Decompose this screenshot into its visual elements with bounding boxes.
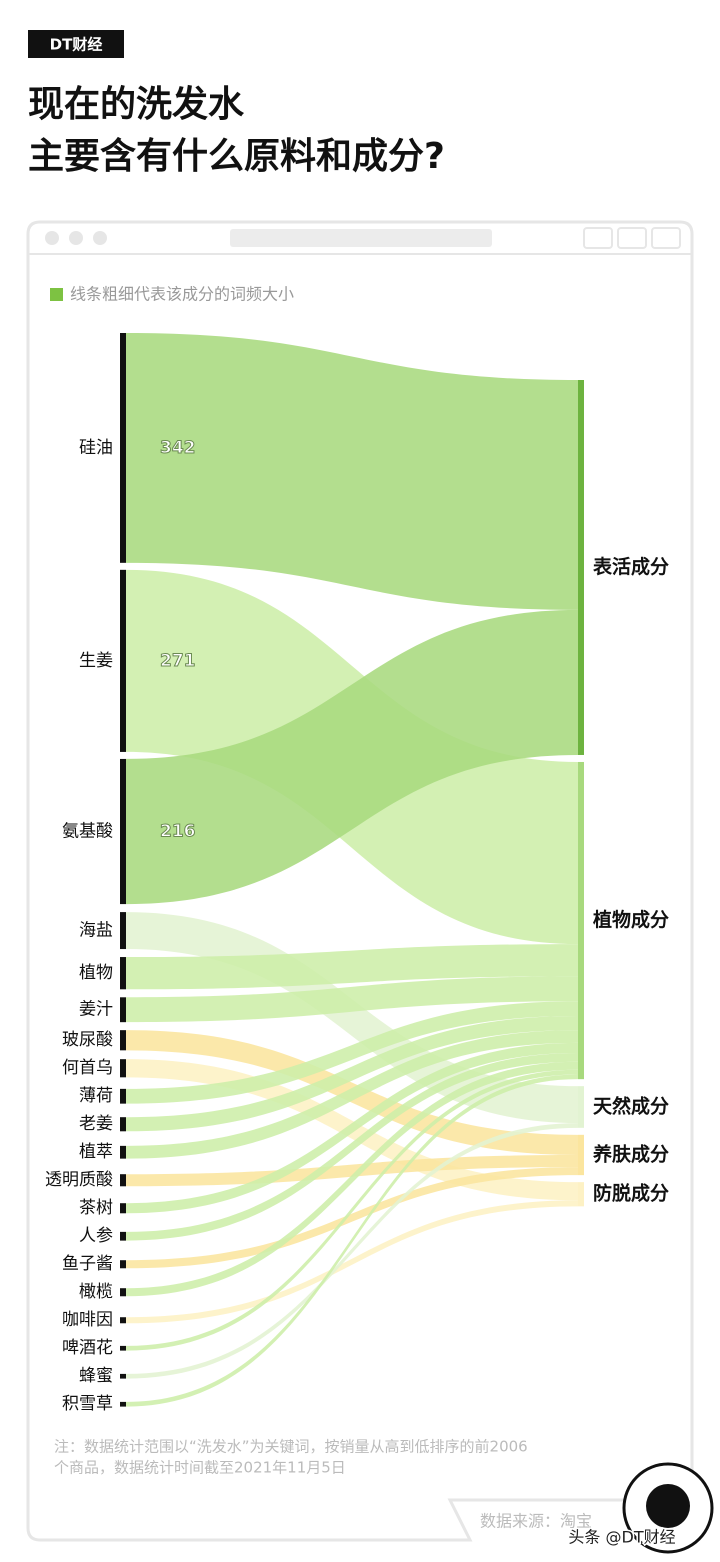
source-bar	[120, 997, 126, 1023]
source-label: 鱼子酱	[62, 1254, 113, 1274]
link	[126, 1123, 578, 1379]
source-label: 玻尿酸	[62, 1030, 113, 1050]
source-label: 薄荷	[79, 1086, 113, 1106]
source-bar	[120, 1203, 126, 1214]
source-bar	[120, 1260, 126, 1269]
source-label: 海盐	[79, 921, 113, 941]
chart-title: 主要含有什么原料和成分?	[28, 136, 445, 177]
target-label: 植物成分	[593, 908, 669, 931]
source-bar	[120, 1317, 126, 1324]
link	[126, 1200, 578, 1324]
source: 数据来源：淘宝	[480, 1512, 592, 1531]
window-icon	[617, 227, 647, 249]
source-label: 硅油	[79, 438, 113, 458]
source-bar	[120, 1117, 126, 1132]
source-label: 老姜	[79, 1114, 113, 1134]
source-bar	[120, 1373, 126, 1379]
window-icon	[651, 227, 681, 249]
link	[126, 333, 578, 610]
link	[126, 1167, 578, 1269]
source-bar	[120, 1088, 126, 1104]
link	[126, 1069, 578, 1351]
source-bar	[120, 569, 126, 752]
source-label: 植物	[79, 963, 113, 983]
source-label: 何首乌	[62, 1058, 113, 1078]
source-label: 姜汁	[79, 1000, 113, 1020]
source-bar	[120, 1030, 126, 1051]
link	[126, 1061, 578, 1297]
source-bar	[120, 1059, 126, 1078]
link	[126, 1030, 578, 1159]
source-label: 橄榄	[79, 1282, 113, 1302]
logo-badge	[646, 1484, 690, 1528]
chart-title: 现在的洗发水	[28, 84, 245, 125]
note: 注：数据统计范围以“洗发水”为关键词，按销量从高到低排序的前2006	[54, 1438, 528, 1456]
source-label: 蜂蜜	[79, 1366, 113, 1386]
window-icon	[583, 227, 613, 249]
window-frame	[26, 220, 694, 1542]
target-bar	[578, 1086, 584, 1128]
address-bar	[230, 229, 492, 247]
source-label: 生姜	[79, 651, 113, 671]
source-bar	[120, 758, 126, 905]
window-button	[69, 231, 83, 245]
source-label: 茶树	[79, 1198, 113, 1218]
target-label: 天然成分	[593, 1094, 669, 1117]
link	[126, 976, 578, 1023]
link	[126, 1074, 578, 1407]
source-label: 透明质酸	[45, 1170, 113, 1190]
source-bar	[120, 1174, 126, 1187]
window-button	[93, 231, 107, 245]
link	[126, 609, 578, 905]
link	[126, 1042, 578, 1214]
target-bar	[578, 761, 584, 1080]
value-label: 216	[160, 822, 196, 842]
source-bar	[120, 1145, 126, 1159]
brand-badge	[28, 30, 124, 58]
source-bar	[120, 1345, 126, 1351]
source-label: 积雪草	[62, 1394, 113, 1414]
legend-label: 线条粗细代表该成分的词频大小	[70, 285, 294, 304]
legend-swatch	[50, 288, 63, 301]
link	[126, 1015, 578, 1132]
note: 个商品，数据统计时间截至2021年11月5日	[54, 1459, 346, 1477]
watermark: 头条 @DT财经	[568, 1528, 675, 1547]
value-label: 271	[160, 651, 196, 671]
source-label: 咖啡因	[62, 1310, 113, 1330]
target-bar	[578, 1134, 584, 1176]
source-label: 啤酒花	[62, 1338, 113, 1358]
link	[126, 944, 578, 990]
source-label: 植萃	[79, 1142, 113, 1162]
source-bar	[120, 957, 126, 990]
source-bar	[120, 1288, 126, 1297]
source-bar	[120, 912, 126, 950]
value-label: 342	[160, 438, 196, 458]
source-bar	[120, 333, 126, 563]
source-bar	[120, 1401, 126, 1407]
target-label: 防脱成分	[593, 1182, 669, 1205]
target-bar	[578, 380, 584, 755]
window-button	[45, 231, 59, 245]
target-label: 表活成分	[593, 555, 669, 578]
source-label: 氨基酸	[62, 822, 113, 842]
link	[126, 1001, 578, 1104]
target-bar	[578, 1182, 584, 1207]
target-label: 养肤成分	[592, 1142, 669, 1165]
source-label: 人参	[79, 1226, 113, 1246]
link	[126, 1052, 578, 1241]
link	[126, 1154, 578, 1187]
source-bar	[120, 1231, 126, 1241]
brand: DT财经	[50, 36, 103, 54]
